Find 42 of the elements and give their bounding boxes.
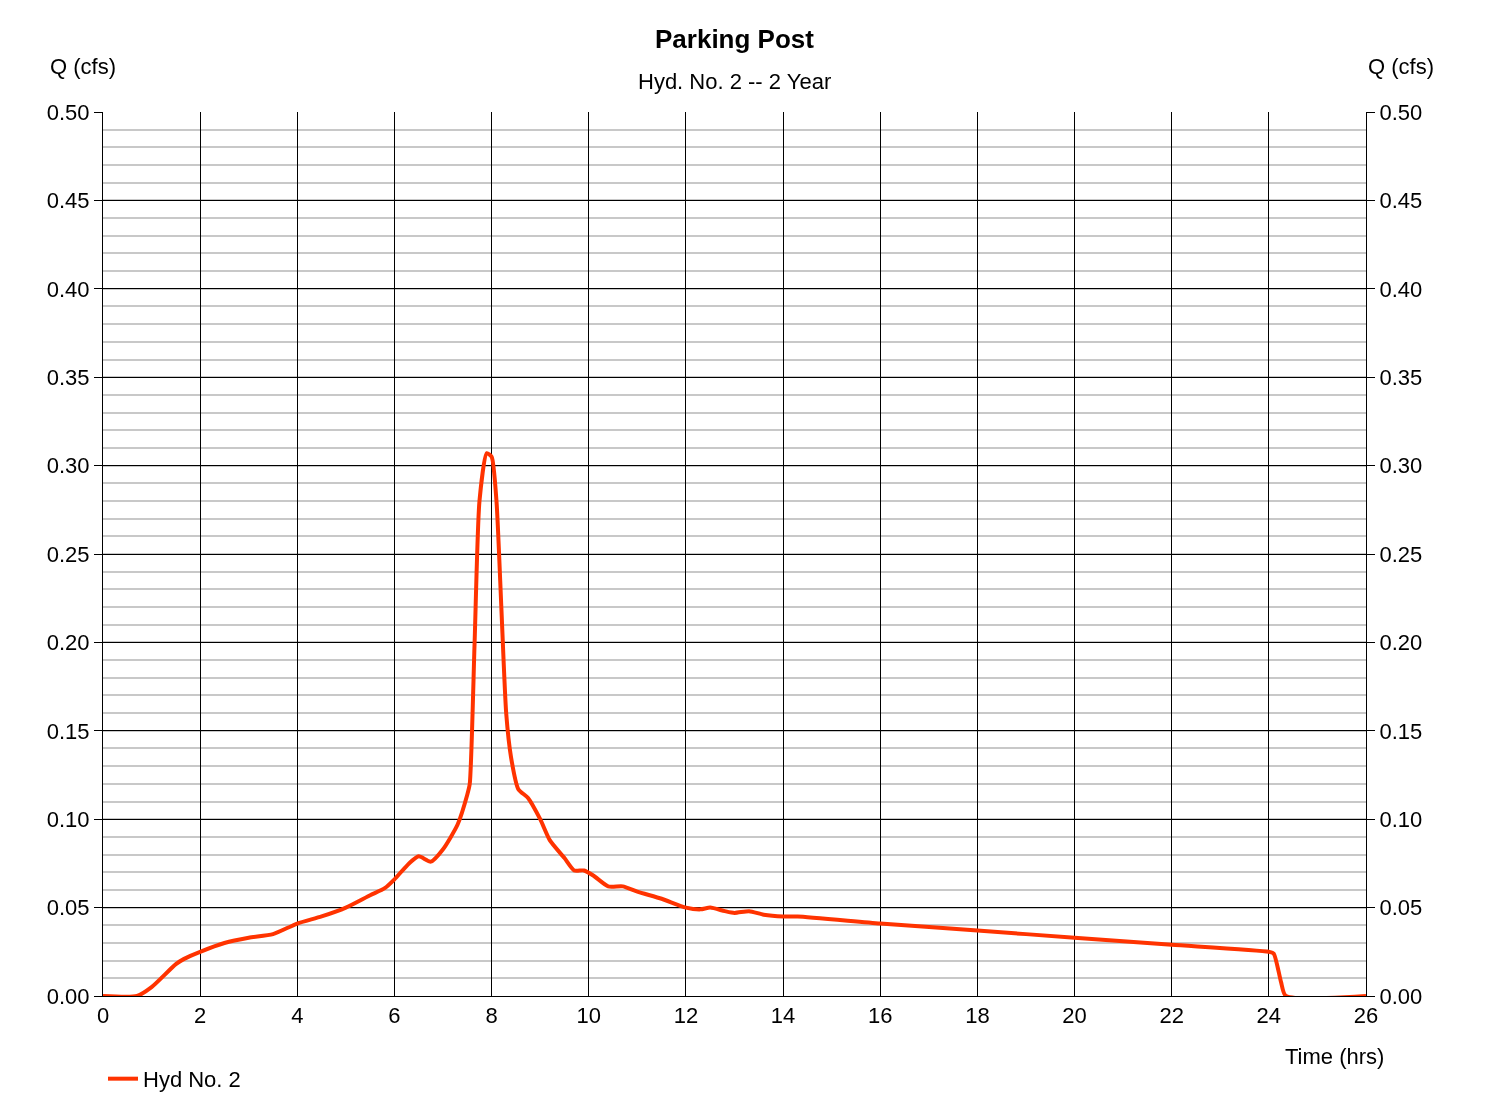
legend-label: Hyd No. 2 bbox=[143, 1067, 241, 1093]
y-axis-title: Q (cfs) bbox=[50, 54, 116, 79]
x-tick-label: 10 bbox=[576, 1003, 602, 1029]
y2-axis-title: Q (cfs) bbox=[1368, 54, 1434, 79]
x-tick-label: 24 bbox=[1256, 1003, 1282, 1029]
y-tick-label: 0.40 bbox=[46, 276, 90, 302]
y2-tick-label: 0.25 bbox=[1379, 541, 1423, 567]
x-tick-label: 16 bbox=[867, 1003, 893, 1029]
y-tick-label: 0.30 bbox=[46, 453, 90, 479]
x-tick-label: 0 bbox=[96, 1003, 110, 1029]
y2-tick-label: 0.05 bbox=[1379, 895, 1423, 921]
y2-tick-label: 0.35 bbox=[1379, 364, 1423, 390]
x-tick-label: 8 bbox=[485, 1003, 498, 1029]
x-tick-label: 22 bbox=[1159, 1003, 1184, 1029]
y2-tick-label: 0.40 bbox=[1379, 276, 1423, 302]
y-tick-label: 0.25 bbox=[46, 541, 90, 567]
y-tick-label: 0.05 bbox=[46, 895, 90, 921]
x-tick-label: 18 bbox=[965, 1003, 990, 1029]
y-tick-label: 0.45 bbox=[46, 188, 90, 214]
y-tick-label: 0.20 bbox=[46, 630, 90, 656]
x-tick-label: 6 bbox=[388, 1003, 401, 1029]
x-tick-label: 12 bbox=[673, 1003, 699, 1029]
x-tick-label: 2 bbox=[194, 1003, 207, 1029]
y-tick-label: 0.15 bbox=[46, 718, 90, 744]
chart-title: Parking Post bbox=[655, 24, 815, 54]
y-tick-label: 0.00 bbox=[46, 983, 90, 1009]
y2-tick-label: 0.10 bbox=[1379, 806, 1423, 832]
x-tick-label: 4 bbox=[291, 1003, 304, 1029]
y2-tick-label: 0.15 bbox=[1379, 718, 1423, 744]
y2-tick-label: 0.00 bbox=[1379, 983, 1423, 1009]
y2-tick-label: 0.20 bbox=[1379, 630, 1423, 656]
x-tick-label: 26 bbox=[1353, 1003, 1379, 1029]
x-axis-title: Time (hrs) bbox=[1285, 1044, 1385, 1069]
x-tick-label: 20 bbox=[1062, 1003, 1087, 1029]
y-tick-label: 0.35 bbox=[46, 364, 90, 390]
y2-tick-label: 0.50 bbox=[1379, 99, 1423, 125]
y-tick-label: 0.50 bbox=[46, 99, 90, 125]
y-tick-label: 0.10 bbox=[46, 806, 90, 832]
y2-tick-label: 0.45 bbox=[1379, 188, 1423, 214]
x-tick-label: 14 bbox=[770, 1003, 796, 1029]
y2-tick-label: 0.30 bbox=[1379, 453, 1423, 479]
chart-subtitle: Hyd. No. 2 -- 2 Year bbox=[638, 69, 832, 94]
